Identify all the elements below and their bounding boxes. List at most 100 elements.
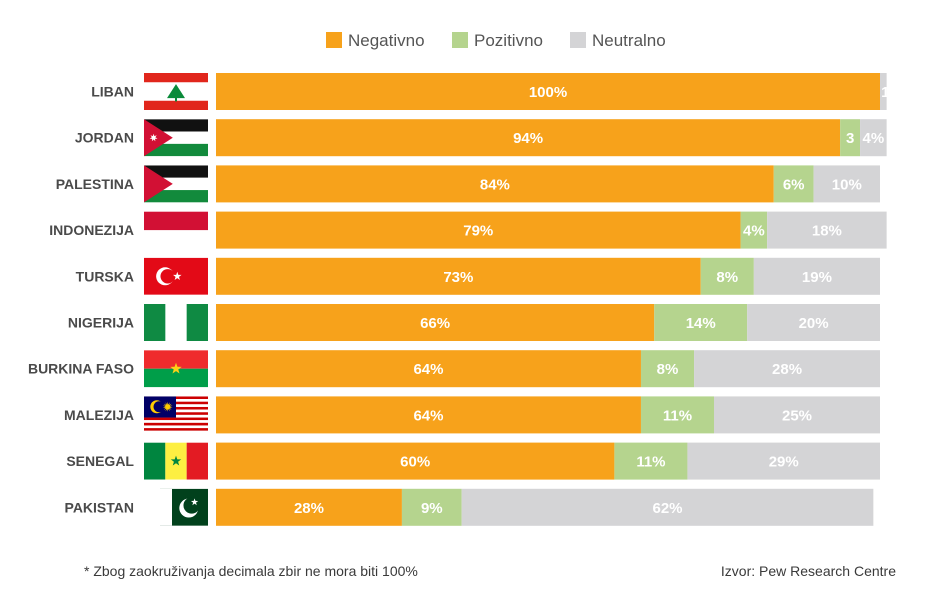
bar-negativno: [216, 304, 655, 341]
legend-swatch: [326, 32, 342, 48]
flag-star: [149, 133, 158, 142]
data-label: 1: [881, 84, 889, 101]
legend-item-neutralno: Neutralno: [570, 31, 666, 50]
lebanon-flag-icon: [144, 73, 208, 110]
flag-star: [162, 401, 173, 412]
bar-pozitivno: [640, 350, 695, 388]
data-label: 28%: [294, 500, 324, 517]
bar-negativno: [216, 488, 402, 526]
chart-row: NIGERIJA 66% 14% 20%: [68, 304, 880, 341]
indonesia-flag-icon: [144, 211, 208, 249]
turkey-flag-icon: [144, 257, 208, 295]
bar-negativno: [216, 211, 741, 249]
bar-negativno: [216, 442, 615, 480]
flag-star: [170, 362, 182, 374]
data-label: 66%: [420, 315, 450, 332]
bar-neutralno: [753, 257, 880, 295]
data-label: 8%: [716, 269, 738, 286]
bar-pozitivno: [640, 396, 714, 434]
bar-negativno: [216, 257, 701, 295]
data-label: 79%: [463, 223, 493, 240]
data-label: 73%: [443, 269, 473, 286]
data-label: 9%: [421, 500, 443, 517]
legend-item-pozitivno: Pozitivno: [452, 31, 543, 50]
legend-item-negativno: Negativno: [326, 31, 425, 50]
bar-negativno: [216, 73, 880, 110]
bar-negativno: [216, 165, 774, 203]
data-label: 62%: [653, 500, 683, 517]
legend-label: Neutralno: [592, 31, 666, 50]
chart-row: LIBAN 100% 1: [91, 73, 889, 110]
bar-pozitivno: [401, 488, 462, 526]
chart-row: PALESTINA 84% 6% 10%: [56, 165, 880, 203]
chart-row: BURKINA FASO 64% 8% 28%: [28, 350, 880, 388]
data-label: 94%: [513, 130, 543, 147]
country-label: LIBAN: [91, 84, 134, 100]
nigeria-flag-icon: [144, 304, 208, 341]
bar-neutralno: [813, 165, 880, 203]
legend-label: Pozitivno: [474, 31, 543, 50]
source-note: Izvor: Pew Research Centre: [720, 563, 896, 579]
data-label: 10%: [832, 176, 862, 193]
data-label: 84%: [480, 176, 510, 193]
bar-neutralno: [880, 73, 887, 110]
data-label: 100%: [529, 84, 567, 101]
legend-swatch: [452, 32, 468, 48]
footnote: * Zbog zaokruživanja decimala zbir ne mo…: [84, 563, 418, 579]
senegal-flag-icon: [144, 442, 208, 480]
country-label: MALEZIJA: [64, 407, 134, 423]
data-label: 3: [846, 130, 854, 147]
data-label: 4%: [863, 130, 885, 147]
data-label: 14%: [686, 315, 716, 332]
data-label: 4%: [743, 223, 765, 240]
country-label: BURKINA FASO: [28, 361, 134, 377]
data-label: 11%: [663, 407, 692, 424]
jordan-flag-icon: [144, 119, 208, 157]
country-label: INDONEZIJA: [49, 222, 134, 238]
country-label: SENEGAL: [66, 453, 134, 469]
chart-legend: Negativno Pozitivno Neutralno: [326, 31, 666, 50]
data-label: 6%: [783, 176, 805, 193]
flag-star: [190, 498, 199, 506]
bar-neutralno: [687, 442, 880, 480]
data-label: 20%: [799, 315, 829, 332]
data-label: 29%: [769, 454, 799, 471]
bar-pozitivno: [614, 442, 688, 480]
bar-negativno: [216, 350, 641, 388]
chart-row: PAKISTAN 28% 9% 62%: [65, 488, 874, 526]
bar-neutralno: [694, 350, 880, 388]
palestine-flag-icon: [144, 165, 208, 203]
bar-pozitivno: [740, 211, 768, 249]
data-label: 19%: [802, 269, 832, 286]
bar-negativno: [216, 119, 841, 157]
chart-rows: LIBAN 100% 1 JORDAN 94% 3 4% PALESTINA 84% 6% 10% I…: [28, 73, 889, 526]
burkina-faso-flag-icon: [144, 350, 208, 388]
bar-neutralno: [860, 119, 887, 157]
chart-row: JORDAN 94% 3 4%: [75, 119, 887, 157]
country-label: TURSKA: [76, 268, 134, 284]
flag-star: [170, 455, 182, 466]
data-label: 18%: [812, 223, 842, 240]
chart-row: MALEZIJA 64% 11% 25%: [64, 396, 880, 434]
chart-row: INDONEZIJA 79% 4% 18%: [49, 211, 887, 249]
bar-pozitivno: [773, 165, 814, 203]
data-label: 64%: [413, 361, 443, 378]
malaysia-flag-icon: [144, 396, 208, 434]
country-label: PAKISTAN: [65, 499, 134, 515]
data-label: 64%: [413, 407, 443, 424]
bar-pozitivno: [654, 304, 748, 341]
data-label: 11%: [636, 454, 665, 471]
bar-neutralno: [461, 488, 874, 526]
bar-neutralno: [714, 396, 880, 434]
legend-swatch: [570, 32, 586, 48]
data-label: 25%: [782, 407, 812, 424]
pakistan-flag-icon: [160, 488, 208, 526]
country-label: JORDAN: [75, 130, 134, 146]
bar-pozitivno: [840, 119, 861, 157]
bar-pozitivno: [700, 257, 754, 295]
country-label: NIGERIJA: [68, 315, 134, 331]
bar-neutralno: [767, 211, 887, 249]
data-label: 28%: [772, 361, 802, 378]
country-label: PALESTINA: [56, 176, 134, 192]
